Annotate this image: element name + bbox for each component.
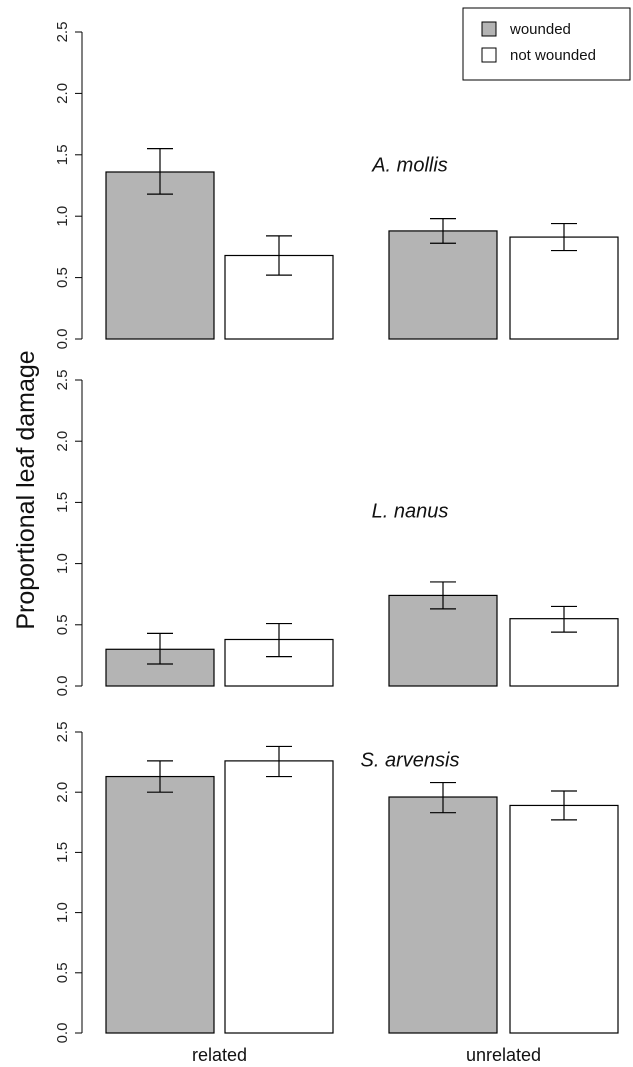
x-category-label: related <box>192 1045 247 1065</box>
species-label: S. arvensis <box>361 749 460 771</box>
legend-label: not wounded <box>510 47 596 64</box>
legend-label: wounded <box>509 21 571 38</box>
legend-box <box>462 7 631 81</box>
bar-wounded-related <box>105 775 215 1034</box>
bar-wounded-related <box>105 171 215 340</box>
x-category-labels: related unrelated <box>192 1045 541 1065</box>
bar-wounded-unrelated <box>388 796 498 1034</box>
panels: 0.0 0.5 1.0 1.5 2.0 2.5 A. mollis 0.0 0.5 1.0 1.5 2… <box>54 22 619 1044</box>
y-tick-label: 0.0 <box>54 1023 71 1044</box>
y-tick-label: 0.5 <box>54 962 71 983</box>
legend: wounded not wounded <box>462 7 631 81</box>
y-tick-label: 1.5 <box>54 144 71 165</box>
y-tick-label: 2.0 <box>54 782 71 803</box>
panel-1: 0.0 0.5 1.0 1.5 2.0 2.5 L. nanus <box>54 370 619 697</box>
y-tick-label: 2.5 <box>54 22 71 43</box>
y-tick-label: 0.0 <box>54 676 71 697</box>
y-tick-label: 0.5 <box>54 614 71 635</box>
y-tick-label: 2.0 <box>54 431 71 452</box>
species-label: L. nanus <box>372 500 449 522</box>
y-axis-label: Proportional leaf damage <box>12 350 40 629</box>
y-tick-label: 2.0 <box>54 83 71 104</box>
legend-swatch <box>481 47 497 63</box>
y-tick-label: 0.5 <box>54 267 71 288</box>
y-tick-label: 0.0 <box>54 329 71 350</box>
panel-0: 0.0 0.5 1.0 1.5 2.0 2.5 A. mollis <box>54 22 619 350</box>
y-tick-label: 1.5 <box>54 842 71 863</box>
y-tick-label: 1.0 <box>54 902 71 923</box>
bar-wounded-unrelated <box>388 230 498 340</box>
legend-swatch <box>481 21 497 37</box>
y-tick-label: 2.5 <box>54 722 71 743</box>
x-category-label: unrelated <box>466 1045 541 1065</box>
bar-not-wounded-related <box>224 760 334 1034</box>
y-tick-label: 1.0 <box>54 206 71 227</box>
y-tick-label: 1.0 <box>54 553 71 574</box>
species-label: A. mollis <box>371 154 448 176</box>
bar-not-wounded-unrelated <box>509 236 619 340</box>
y-tick-label: 1.5 <box>54 492 71 513</box>
bar-not-wounded-unrelated <box>509 804 619 1034</box>
panel-2: 0.0 0.5 1.0 1.5 2.0 2.5 S. arvensis <box>54 722 619 1044</box>
y-tick-label: 2.5 <box>54 370 71 391</box>
bar-wounded-unrelated <box>388 594 498 687</box>
